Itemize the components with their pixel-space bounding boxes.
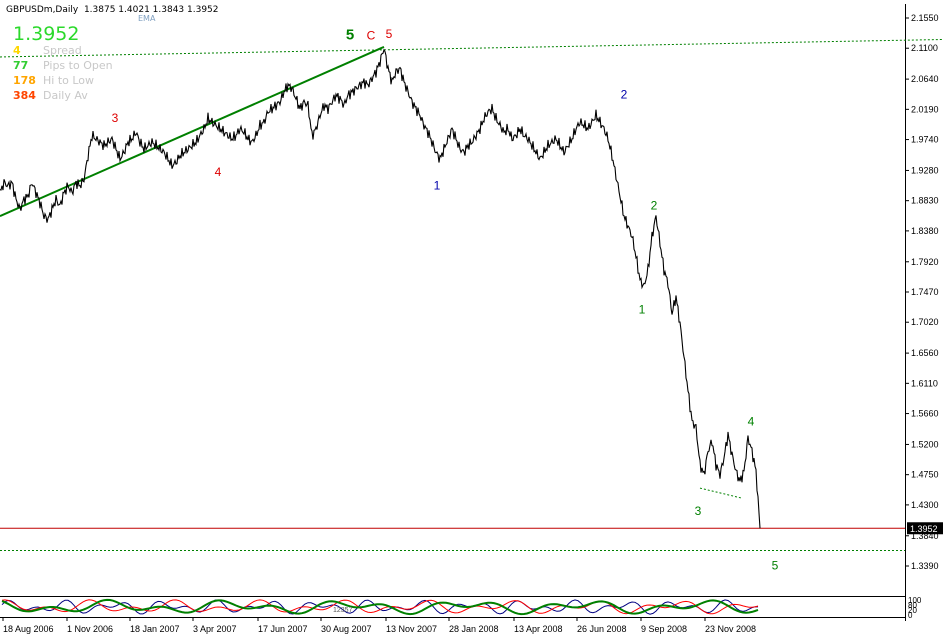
spread-label: Spread xyxy=(43,44,82,57)
y-tick-label: 1.3840 xyxy=(911,531,939,541)
current-price-box xyxy=(907,522,943,535)
y-tick-label: 1.4750 xyxy=(911,470,939,480)
y-tick-label: 2.0640 xyxy=(911,74,939,84)
wave-label: 3 xyxy=(695,504,702,518)
y-tick-label: 1.8830 xyxy=(911,196,939,206)
pips-to-open-label: Pips to Open xyxy=(43,59,113,72)
wave-label: 4 xyxy=(748,415,755,429)
hi-to-low-label: Hi to Low xyxy=(43,74,95,87)
trendline-1 xyxy=(0,38,943,58)
price-axis: 2.1550 2.1100 2.0640 2.0190 1.9740 1.9280 1.88… xyxy=(905,13,943,571)
price-line xyxy=(0,48,761,529)
x-tick-label: 30 Aug 2007 xyxy=(321,624,372,634)
pips-to-open-value: 77 xyxy=(13,59,29,72)
y-tick-label: 1.4300 xyxy=(911,500,939,510)
wave-label: 2 xyxy=(621,88,628,102)
y-tick-label: 1.7020 xyxy=(911,317,939,327)
daily-av-label: Daily Av xyxy=(43,89,88,102)
wave-label: 3 xyxy=(112,111,119,125)
wave-label: 1 xyxy=(639,302,646,316)
x-tick-label: 3 Apr 2007 xyxy=(193,624,237,634)
ohlc-values: 1.3875 1.4021 1.3843 1.3952 xyxy=(83,5,219,15)
daily-av-value: 384 xyxy=(13,89,36,102)
y-tick-label: 1.9280 xyxy=(911,165,939,175)
y-tick-label: 1.6110 xyxy=(911,378,938,388)
wave-label: 5 xyxy=(386,27,393,41)
time-axis: 18 Aug 2006 1 Nov 2006 18 Jan 2007 3 Apr 20… xyxy=(2,617,756,634)
oscillator-scale-label: 20 xyxy=(908,606,917,615)
x-tick-label: 23 Nov 2008 xyxy=(705,624,756,634)
trendline-0 xyxy=(0,45,385,218)
y-tick-label: 1.5660 xyxy=(911,409,939,419)
y-tick-label: 2.1100 xyxy=(911,43,938,53)
oscillator-line-2 xyxy=(1,598,759,616)
y-tick-label: 1.6560 xyxy=(911,348,939,358)
spread-value: 4 xyxy=(13,44,21,57)
x-tick-label: 17 Jun 2007 xyxy=(258,624,308,634)
wave-label: 5 xyxy=(772,558,779,572)
y-tick-label: 1.7920 xyxy=(911,257,939,267)
oscillator-text: 12357 xyxy=(333,607,353,614)
chart-frame xyxy=(0,4,906,621)
x-tick-label: 13 Nov 2007 xyxy=(386,624,437,634)
trendlines xyxy=(0,38,943,552)
current-price-display: 1.3952 xyxy=(13,23,80,45)
wave-label: C xyxy=(367,28,376,42)
wave-label: 2 xyxy=(651,198,658,212)
oscillator-scale-label: 80 xyxy=(908,601,917,610)
y-tick-label: 2.0190 xyxy=(911,104,939,114)
y-tick-label: 1.9740 xyxy=(911,135,939,145)
symbol-label: GBPUSDm,Daily xyxy=(6,5,79,15)
x-tick-label: 18 Aug 2006 xyxy=(3,624,54,634)
y-tick-label: 1.7470 xyxy=(911,287,939,297)
x-tick-label: 28 Jan 2008 xyxy=(449,624,499,634)
wave-label: 5 xyxy=(346,26,354,43)
y-tick-label: 1.3390 xyxy=(911,561,939,571)
y-tick-label: 1.8380 xyxy=(911,226,939,236)
oscillator-scale-label: 0 xyxy=(908,611,913,620)
chart-header: GBPUSDm,Daily 1.3875 1.4021 1.3843 1.395… xyxy=(6,5,219,15)
trendline-4 xyxy=(699,487,743,499)
oscillator-scale-label: 100 xyxy=(908,596,922,605)
ema-label: EMA xyxy=(138,14,156,23)
x-tick-label: 9 Sep 2008 xyxy=(641,624,687,634)
hi-to-low-value: 178 xyxy=(13,74,36,87)
current-price-label: 1.3952 xyxy=(910,524,938,534)
x-tick-label: 26 Jun 2008 xyxy=(577,624,627,634)
x-tick-label: 13 Apr 2008 xyxy=(514,624,563,634)
wave-label: 4 xyxy=(215,165,222,179)
wave-label: 1 xyxy=(434,178,441,192)
price-series xyxy=(0,48,761,529)
y-tick-label: 1.5200 xyxy=(911,439,939,449)
y-tick-label: 2.1550 xyxy=(911,13,939,23)
x-tick-label: 18 Jan 2007 xyxy=(130,624,180,634)
x-tick-label: 1 Nov 2006 xyxy=(67,624,113,634)
